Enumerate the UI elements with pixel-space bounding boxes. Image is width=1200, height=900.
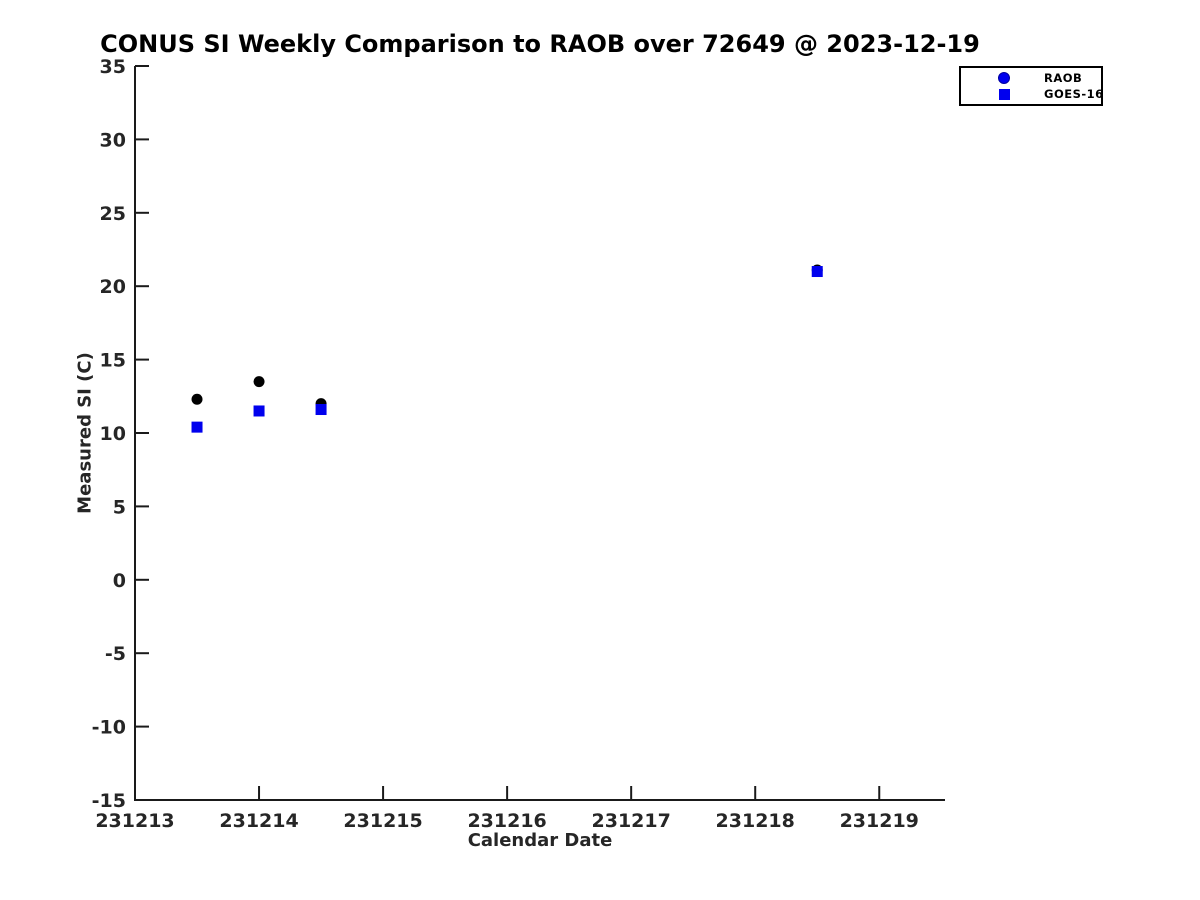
- y-tick-label: 35: [100, 56, 126, 78]
- x-axis-label: Calendar Date: [467, 830, 613, 851]
- legend: RAOB GOES-16: [959, 66, 1103, 106]
- y-tick-label: -15: [92, 790, 126, 812]
- raob-data-point: [253, 376, 265, 388]
- raob-circle-marker-icon: [997, 71, 1011, 85]
- x-tick-label: 231218: [716, 810, 795, 832]
- goes16-data-point: [811, 266, 823, 278]
- legend-item-goes16: GOES-16: [961, 86, 1104, 102]
- raob-data-point: [191, 393, 203, 405]
- y-tick-label: -10: [92, 717, 126, 739]
- x-tick-label: 231219: [840, 810, 919, 832]
- y-tick-label: 10: [100, 423, 126, 445]
- x-tick-label: 231214: [219, 810, 298, 832]
- goes16-data-point: [253, 405, 265, 417]
- y-axis-label: Measured SI (C): [74, 352, 96, 514]
- x-tick-label: 231213: [95, 810, 174, 832]
- x-tick-label: 231217: [592, 810, 671, 832]
- axis-spines: [134, 66, 945, 801]
- y-tick-label: 25: [100, 203, 126, 225]
- legend-label-goes16: GOES-16: [1044, 87, 1104, 101]
- y-tick-label: 15: [100, 350, 126, 372]
- y-tick-label: 0: [113, 570, 126, 592]
- goes16-square-marker-icon: [997, 87, 1011, 101]
- y-tick-label: 30: [100, 129, 126, 151]
- legend-item-raob: RAOB: [961, 70, 1101, 86]
- y-tick-label: -5: [105, 643, 126, 665]
- goes16-data-point: [315, 404, 327, 416]
- chart-title: CONUS SI Weekly Comparison to RAOB over …: [100, 30, 980, 58]
- x-tick-label: 231215: [343, 810, 422, 832]
- goes16-data-point: [191, 421, 203, 433]
- x-tick-label: 231216: [467, 810, 546, 832]
- y-tick-label: 5: [113, 496, 126, 518]
- y-tick-label: 20: [100, 276, 126, 298]
- legend-label-raob: RAOB: [1044, 71, 1083, 85]
